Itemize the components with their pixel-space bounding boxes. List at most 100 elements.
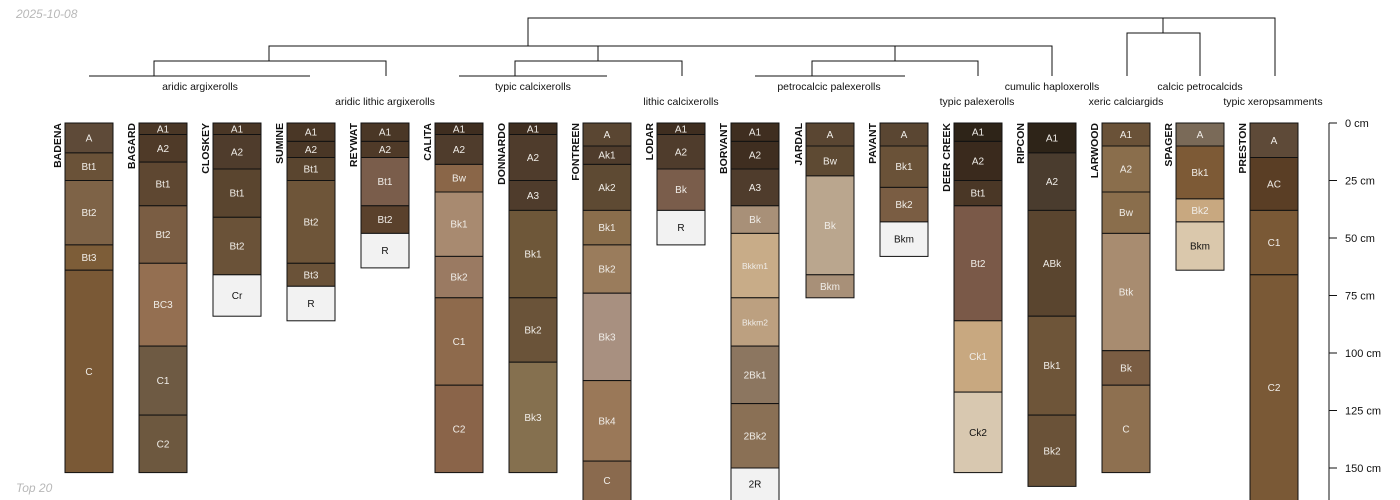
horizon: Bk3 (508, 361, 558, 474)
group-label: aridic argixerolls (162, 81, 238, 93)
horizon-label: R (677, 223, 684, 234)
horizon-block (138, 262, 188, 347)
axis-tick-label: 150 cm (1345, 463, 1381, 475)
horizon-label: Bkkm1 (742, 261, 768, 271)
horizon-block (1101, 384, 1151, 474)
horizon-block (805, 145, 855, 177)
horizon: AC (1249, 157, 1299, 211)
horizon-block (1101, 191, 1151, 234)
horizon-label: Bt1 (81, 162, 96, 173)
horizon-block (953, 320, 1003, 393)
horizon: A2 (953, 140, 1003, 181)
horizon-label: A2 (1046, 177, 1059, 188)
horizon: Bk1 (879, 145, 929, 188)
horizon-block (730, 232, 780, 299)
horizon-block (1249, 274, 1299, 500)
horizon-block (508, 209, 558, 299)
horizon-block (656, 168, 706, 211)
horizon-label: Bw (823, 156, 838, 167)
horizon: Bw (805, 145, 855, 177)
horizon: Bt3 (64, 244, 114, 271)
horizon-block (64, 269, 114, 474)
profile-name: JARDAL (793, 122, 805, 165)
horizon-label: A (604, 130, 611, 141)
dendro-left-clade (268, 45, 896, 61)
dendro-pale (811, 60, 979, 76)
horizon-label: Bt2 (155, 230, 170, 241)
horizon: Ak1 (582, 145, 632, 165)
horizon-label: C1 (157, 376, 170, 387)
horizon-label: Bk (1120, 363, 1133, 374)
horizon: Bt2 (212, 216, 262, 276)
horizon-label: C2 (1268, 383, 1281, 394)
horizon-block (64, 244, 114, 271)
horizon-label: C1 (453, 337, 466, 348)
group-label: typic xeropsamments (1223, 96, 1322, 108)
horizon: Bk2 (434, 255, 484, 299)
horizon-label: Bt2 (377, 215, 392, 226)
horizon-block (879, 186, 929, 223)
horizon: A2 (360, 140, 410, 158)
horizon-label: A2 (675, 147, 688, 158)
horizon-label: BC3 (153, 300, 173, 311)
horizon: Bt1 (360, 157, 410, 207)
horizon-label: Bk1 (524, 250, 542, 261)
horizon: Bt2 (286, 180, 336, 264)
horizon-label: A1 (379, 128, 392, 139)
horizon-block (138, 205, 188, 264)
horizon: Ak2 (582, 163, 632, 211)
horizon: Bt2 (64, 180, 114, 246)
horizon-block (434, 297, 484, 386)
horizon-label: A1 (749, 128, 762, 139)
horizon: 2Bk1 (730, 345, 780, 405)
horizon: A1 (138, 122, 188, 135)
horizon-label: A1 (675, 124, 688, 135)
horizon-label: Bk2 (524, 326, 542, 337)
horizon: Bkkm2 (730, 297, 780, 347)
horizon-label: A1 (157, 124, 170, 135)
profile: BADENA A Bt1 Bt2 Bt3 C (52, 122, 114, 474)
profile: DEER CREEK A1 A2 Bt1 Bt2 Ck1 Ck2 (941, 122, 1003, 474)
group-label: xeric calciargids (1089, 96, 1164, 108)
horizon-block (138, 345, 188, 416)
horizon: Bt2 (360, 205, 410, 234)
horizon-label: Bk (675, 185, 688, 196)
group-label: calcic petrocalcids (1157, 81, 1242, 93)
profile-name: BORVANT (718, 122, 730, 174)
horizon-label: A2 (453, 145, 466, 156)
horizon-block (953, 391, 1003, 474)
horizon-label: Bt3 (81, 253, 96, 264)
profile: DONNARDO A1 A2 A3 Bk1 Bk2 Bk3 (496, 122, 558, 474)
horizon-label: 2Bk1 (744, 370, 767, 381)
horizon-block (212, 216, 262, 276)
dendro-root (527, 17, 1276, 76)
profile: JARDAL A Bw Bk Bkm (793, 122, 855, 299)
horizon: A3 (508, 180, 558, 211)
horizon-label: Bk (824, 221, 837, 232)
horizon: C (1101, 384, 1151, 474)
horizon: Bt1 (138, 161, 188, 207)
horizon-label: Bk2 (895, 200, 913, 211)
dendro-calci-inner (514, 60, 683, 76)
horizon-label: Bt1 (229, 189, 244, 200)
horizon: Bk1 (582, 209, 632, 246)
horizon-label: C (1122, 424, 1129, 435)
horizon-label: Bw (1119, 208, 1134, 219)
horizon-block (582, 292, 632, 382)
horizon-label: Bt1 (155, 179, 170, 190)
axis-tick-label: 125 cm (1345, 406, 1381, 418)
horizon-block (360, 232, 410, 269)
horizon-label: Bk1 (450, 220, 468, 231)
horizon-label: Bkm (1190, 242, 1210, 253)
horizon: Btk (1101, 232, 1151, 352)
group-label: aridic lithic argixerolls (335, 96, 435, 108)
horizon: Bk2 (1175, 198, 1225, 223)
horizon-label: A2 (972, 156, 985, 167)
horizon: Bk2 (1027, 414, 1077, 487)
horizon-block (656, 209, 706, 246)
horizon: Bk (1101, 350, 1151, 386)
footer-label: Top 20 (16, 481, 53, 495)
horizon-label: Bk1 (1191, 168, 1209, 179)
group-label: typic palexerolls (940, 96, 1015, 108)
horizon: A (1249, 122, 1299, 158)
